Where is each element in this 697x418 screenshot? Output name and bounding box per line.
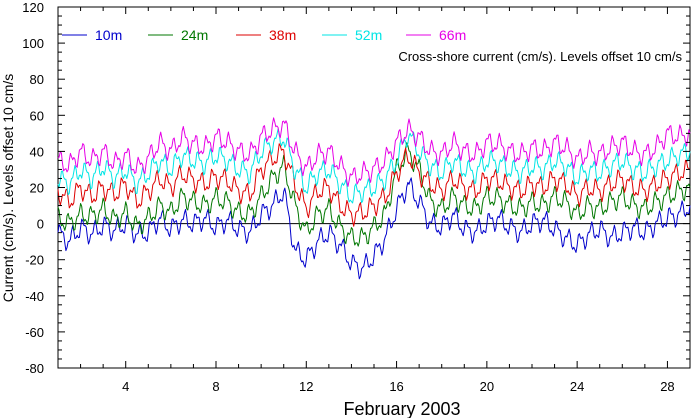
series-group — [57, 117, 691, 280]
x-tick-label: 24 — [570, 379, 584, 394]
x-tick-label: 28 — [660, 379, 674, 394]
y-axis-title: Current (cm/s). Levels offset 10 cm/s — [0, 74, 16, 302]
plot-frame — [57, 6, 691, 369]
y-tick-label: 0 — [37, 217, 44, 232]
x-axis: 4 8 12 16 20 24 28 — [57, 7, 691, 394]
series-line-24m — [57, 142, 691, 247]
y-tick-label: 80 — [30, 72, 44, 87]
x-tick-label: 20 — [480, 379, 494, 394]
legend-label-38m: 38m — [269, 27, 296, 43]
x-tick-label: 12 — [299, 379, 313, 394]
series-line-38m — [57, 143, 691, 227]
legend-label-52m: 52m — [355, 27, 382, 43]
x-tick-label: 4 — [122, 379, 129, 394]
series-line-66m — [57, 117, 691, 187]
y-axis: -80 -60 -40 -20 0 20 40 60 80 100 120 — [22, 0, 690, 376]
y-tick-label: -60 — [25, 325, 44, 340]
chart-annotation: Cross-shore current (cm/s). Levels offse… — [398, 49, 682, 64]
legend-label-24m: 24m — [181, 27, 208, 43]
y-tick-label: 20 — [30, 181, 44, 196]
x-axis-title: February 2003 — [343, 399, 460, 418]
y-tick-label: 60 — [30, 108, 44, 123]
legend-label-10m: 10m — [95, 27, 122, 43]
plot-area — [57, 6, 691, 369]
y-tick-label: 100 — [22, 36, 44, 51]
y-tick-label: -80 — [25, 361, 44, 376]
y-tick-label: -40 — [25, 289, 44, 304]
y-tick-label: 120 — [22, 0, 44, 15]
y-tick-label: 40 — [30, 144, 44, 159]
x-tick-label: 8 — [212, 379, 219, 394]
x-tick-label: 16 — [389, 379, 403, 394]
series-line-52m — [57, 128, 691, 204]
legend: 10m 24m 38m 52m 66m — [62, 27, 466, 43]
y-tick-label: -20 — [25, 253, 44, 268]
legend-label-66m: 66m — [439, 27, 466, 43]
